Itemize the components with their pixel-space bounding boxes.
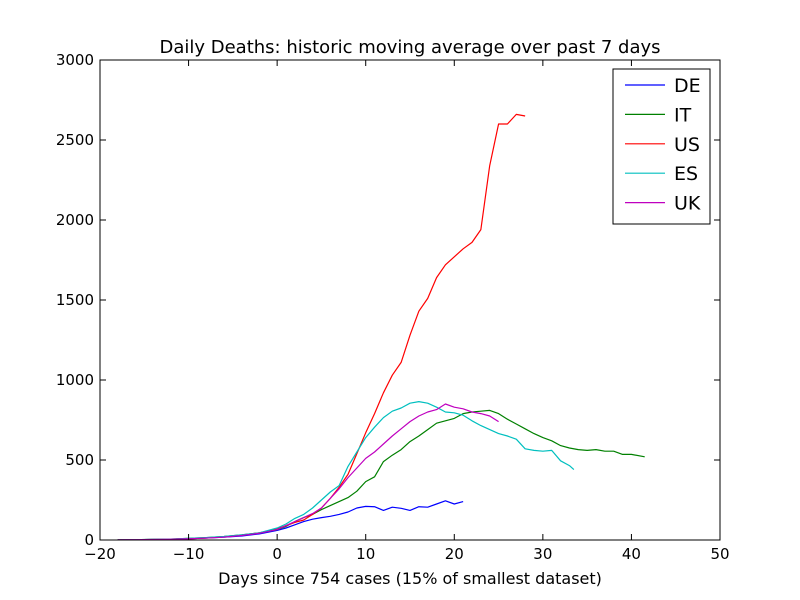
series-layer <box>117 113 645 541</box>
y-tick-label: 1000 <box>56 371 94 389</box>
y-tick-label: 1500 <box>56 291 94 309</box>
x-tick-label: 10 <box>356 545 375 563</box>
series-line-uk <box>117 403 499 541</box>
x-tick-label: 50 <box>710 545 729 563</box>
ticks: −20 −10 0 10 20 30 40 5005001000150020002500300… <box>56 51 730 563</box>
x-tick-label: 40 <box>622 545 641 563</box>
x-tick-label: −20 <box>84 545 116 563</box>
legend-label-de: DE <box>674 75 701 97</box>
y-tick-label: 500 <box>65 451 94 469</box>
x-tick-label: −10 <box>173 545 205 563</box>
legend: DE IT US ES UK <box>612 68 711 225</box>
chart-title: Daily Deaths: historic moving average ov… <box>159 37 660 58</box>
x-tick-label: 30 <box>533 545 552 563</box>
series-line-es <box>117 401 575 541</box>
x-tick-label: 0 <box>272 545 282 563</box>
legend-label-it: IT <box>674 104 692 126</box>
legend-label-es: ES <box>674 163 698 185</box>
legend-label-us: US <box>674 134 700 156</box>
legend-label-uk: UK <box>674 193 701 215</box>
y-tick-label: 0 <box>84 531 94 549</box>
x-tick-label: 20 <box>445 545 464 563</box>
x-axis-label: Days since 754 cases (15% of smallest da… <box>218 569 602 588</box>
y-tick-label: 2500 <box>56 131 94 149</box>
legend-box <box>612 68 711 225</box>
y-tick-label: 2000 <box>56 211 94 229</box>
y-tick-label: 3000 <box>56 51 94 69</box>
